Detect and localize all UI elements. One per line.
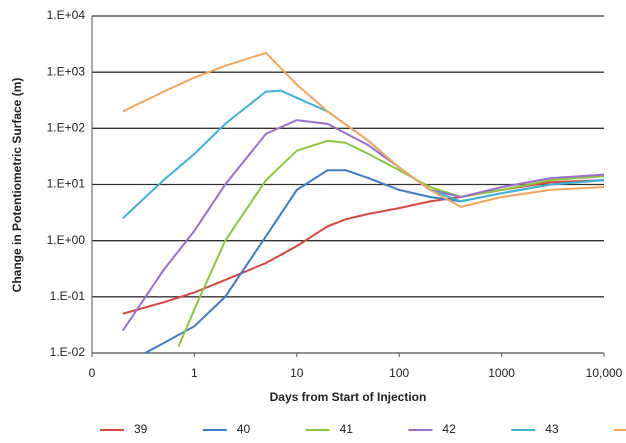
y-tick-label: 1.E-02 xyxy=(50,345,86,359)
y-axis-title: Change in Potentiometric Surface (m) xyxy=(10,78,24,293)
x-tick-label: 10,000 xyxy=(586,366,623,380)
legend-label: 39 xyxy=(134,422,148,436)
x-tick-label: 100 xyxy=(389,366,409,380)
legend-label: 40 xyxy=(237,422,251,436)
series-line xyxy=(122,89,605,220)
y-tick-label: 1.E+03 xyxy=(47,64,86,78)
x-tick-label: 1000 xyxy=(488,366,515,380)
y-tick-label: 1.E+02 xyxy=(47,121,86,135)
legend-label: 43 xyxy=(545,422,559,436)
series-line xyxy=(122,179,605,315)
legend-label: 42 xyxy=(442,422,456,436)
series-line xyxy=(144,169,605,354)
y-tick-label: 1.E-01 xyxy=(50,289,86,303)
x-tick-label: 1 xyxy=(191,366,198,380)
y-tick-label: 1.E+01 xyxy=(47,177,86,191)
series-line xyxy=(122,51,605,208)
x-tick-label: 10 xyxy=(290,366,304,380)
y-tick-label: 1.E+00 xyxy=(47,233,86,247)
x-tick-label: 0 xyxy=(89,366,96,380)
series-line xyxy=(121,119,605,332)
x-axis-title: Days from Start of Injection xyxy=(270,390,427,404)
legend-label: 41 xyxy=(340,422,354,436)
y-tick-label: 1.E+04 xyxy=(47,8,86,22)
series-line xyxy=(177,139,605,347)
